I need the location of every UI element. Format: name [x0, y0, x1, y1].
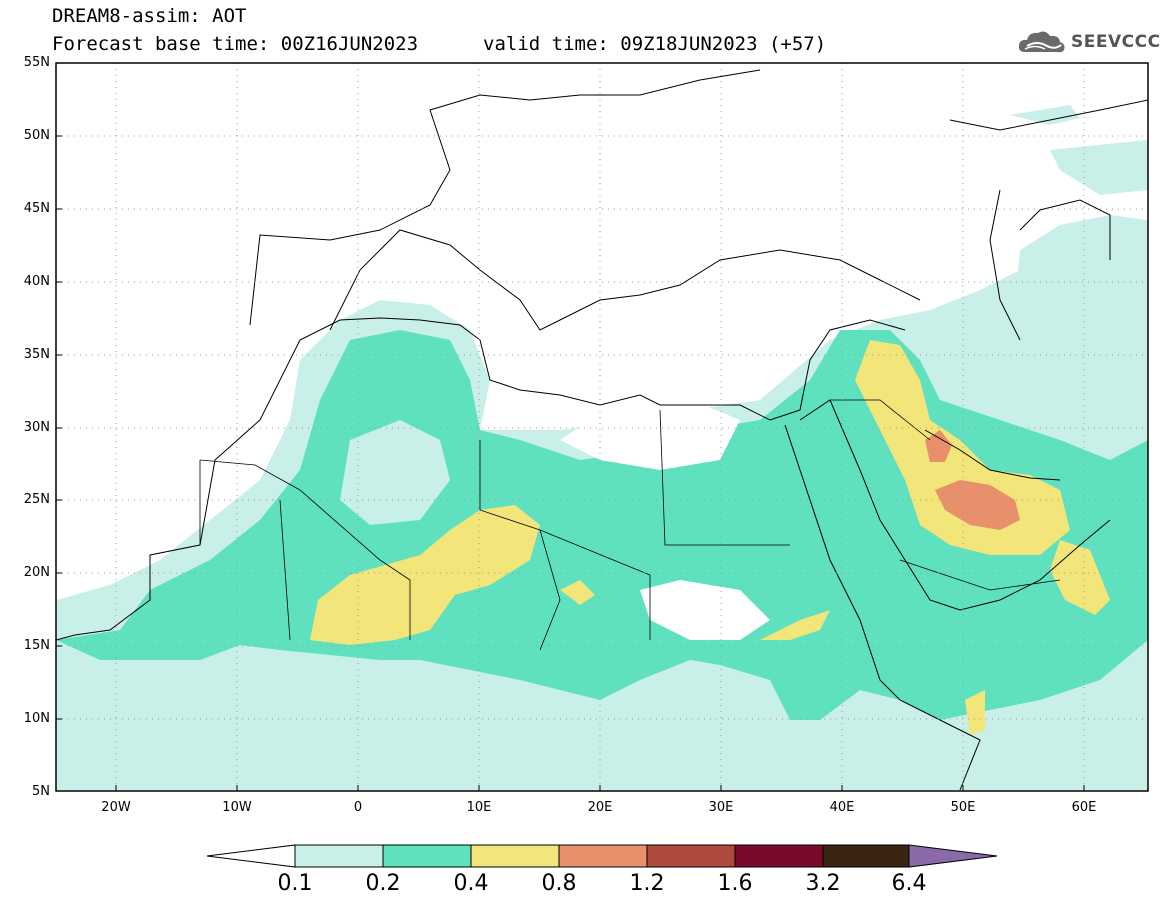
lon-label-20w: 20W [101, 800, 131, 815]
gridlines [56, 63, 1148, 791]
colorbar-low-arrow [206, 844, 296, 868]
lat-label-45n: 45N [23, 201, 50, 216]
map-frame [55, 62, 1149, 792]
logo-text: SEEVCCC [1071, 32, 1161, 52]
lat-label-55n: 55N [23, 55, 50, 70]
colorbar-label-0.2: 0.2 [365, 871, 401, 896]
colorbar-label-0.4: 0.4 [453, 871, 489, 896]
lat-label-15n: 15N [23, 638, 50, 653]
lat-label-25n: 25N [23, 492, 50, 507]
colorbar-label-0.1: 0.1 [277, 871, 313, 896]
aot-band-yellow-sahel [310, 505, 540, 645]
lon-label-30e: 30E [708, 800, 734, 815]
aot-band-orange-gulf [935, 480, 1020, 530]
colorbar-label-0.8: 0.8 [541, 871, 577, 896]
lat-label-20n: 20N [23, 565, 50, 580]
colorbar-label-1.2: 1.2 [629, 871, 665, 896]
lon-label-50e: 50E [950, 800, 976, 815]
borders [149, 399, 1061, 651]
lat-label-30n: 30N [23, 420, 50, 435]
colorbar-label-1.6: 1.6 [717, 871, 753, 896]
clear-area-sudan [640, 580, 770, 640]
lon-label-0: 0 [353, 800, 363, 815]
cloud-logo-icon [1018, 31, 1065, 53]
colorbar-swatch-1 [294, 844, 384, 868]
lat-label-50n: 50N [23, 128, 50, 143]
map-title: DREAM8-assim: AOT [52, 5, 247, 27]
axis-ticks [56, 62, 1085, 791]
colorbar-label-6.4: 6.4 [891, 871, 927, 896]
aot-band-light-caspian [1015, 215, 1148, 380]
colorbar-swatch-6 [734, 844, 824, 868]
colorbar [206, 844, 998, 868]
aot-band-light-north [1010, 105, 1148, 195]
aot-band-yellow-libya [560, 580, 595, 605]
lat-label-35n: 35N [23, 347, 50, 362]
valid-time: valid time: 09Z18JUN2023 (+57) [483, 33, 827, 55]
forecast-base-time: Forecast base time: 00Z16JUN2023 [52, 33, 419, 55]
lat-label-10n: 10N [23, 711, 50, 726]
lon-label-40e: 40E [829, 800, 855, 815]
clear-area-egypt [560, 395, 740, 470]
colorbar-swatch-5 [646, 844, 736, 868]
aot-field [56, 105, 1148, 790]
aot-band-yellow-somalia [965, 690, 985, 735]
colorbar-swatch-3 [470, 844, 560, 868]
seevccc-logo: SEEVCCC [1017, 28, 1161, 56]
colorbar-swatch-7 [822, 844, 910, 868]
aot-band-orange-kuwait [925, 430, 952, 462]
colorbar-label-3.2: 3.2 [805, 871, 841, 896]
lat-label-5n: 5N [32, 784, 50, 799]
lon-label-10w: 10W [222, 800, 252, 815]
colorbar-swatch-2 [382, 844, 472, 868]
lon-label-10e: 10E [466, 800, 492, 815]
clear-area-libya [340, 420, 450, 525]
lat-label-40n: 40N [23, 274, 50, 289]
colorbar-high-arrow [908, 844, 998, 868]
aot-band-yellow-redsea [760, 610, 830, 640]
lon-label-60e: 60E [1071, 800, 1097, 815]
lon-label-20e: 20E [587, 800, 613, 815]
colorbar-swatch-4 [558, 844, 648, 868]
